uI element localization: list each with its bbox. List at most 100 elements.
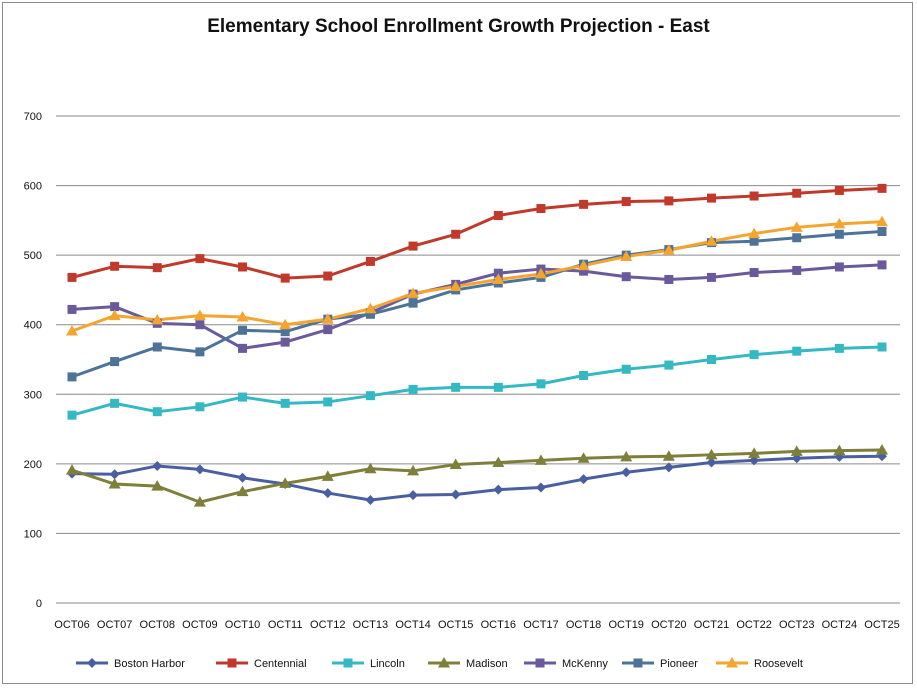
x-tick-label: OCT06 [54, 619, 89, 631]
data-point [664, 360, 674, 370]
x-tick-label: OCT17 [523, 619, 558, 631]
series-markers [66, 183, 888, 507]
series-line-madison [71, 448, 883, 504]
data-point [621, 364, 631, 374]
data-point [110, 261, 120, 271]
data-point [238, 392, 248, 402]
series-line-lincoln [71, 345, 883, 417]
data-point [705, 235, 718, 246]
data-point [834, 229, 844, 239]
data-point [748, 447, 761, 458]
data-point [451, 382, 461, 392]
data-point [536, 379, 546, 389]
grid-lines [56, 115, 900, 604]
x-tick-label: OCT18 [566, 619, 601, 631]
data-point [67, 304, 77, 314]
legend-label: McKenny [562, 658, 608, 670]
data-point [449, 280, 462, 291]
data-point [449, 458, 462, 470]
data-point [876, 443, 888, 455]
x-tick-label: OCT11 [268, 619, 303, 631]
data-point [195, 347, 205, 357]
data-point [110, 398, 120, 408]
legend-label: Roosevelt [754, 658, 803, 670]
legend-label: Boston Harbor [114, 658, 185, 670]
x-tick-label: OCT24 [822, 619, 857, 631]
data-point [834, 343, 844, 353]
data-point [749, 236, 759, 246]
x-tick-label: OCT13 [353, 619, 388, 631]
data-point [323, 271, 333, 281]
data-point [365, 256, 375, 266]
data-point [790, 221, 803, 232]
data-point [151, 313, 164, 325]
x-tick-label: OCT20 [651, 619, 686, 631]
data-point [534, 267, 547, 279]
data-point [321, 470, 334, 481]
data-point [407, 287, 420, 298]
data-point [579, 266, 589, 276]
data-point [620, 250, 633, 262]
data-point [877, 260, 887, 270]
data-point [365, 495, 376, 506]
data-point [493, 268, 503, 278]
legend-marker [633, 658, 643, 668]
data-point [877, 226, 887, 236]
legend: Boston Harbor Centennial Lincoln Madison McK… [76, 657, 803, 670]
x-tick-label: OCT25 [864, 619, 899, 631]
legend-marker [87, 658, 97, 668]
data-point [236, 485, 249, 497]
data-point [323, 325, 333, 335]
data-point [280, 273, 290, 283]
data-point [664, 274, 674, 284]
y-tick-label: 200 [24, 459, 42, 471]
data-point [792, 233, 802, 243]
data-point [621, 467, 632, 478]
series-line-mckenny [71, 263, 883, 350]
data-point [66, 324, 78, 336]
data-point [579, 199, 589, 209]
y-tick-label: 100 [24, 528, 42, 540]
data-point [238, 262, 248, 272]
data-point [662, 450, 675, 461]
data-point [492, 456, 505, 467]
data-point [67, 372, 77, 382]
data-point [834, 185, 844, 195]
data-point [67, 410, 77, 420]
data-point [450, 489, 461, 500]
data-point [663, 462, 674, 473]
x-tick-label: OCT12 [310, 619, 345, 631]
data-point [621, 272, 631, 282]
data-point [706, 457, 717, 468]
data-point [152, 407, 162, 417]
y-tick-label: 500 [24, 250, 42, 262]
data-point [364, 462, 377, 474]
x-tick-label: OCT19 [608, 619, 643, 631]
data-point [705, 448, 718, 460]
data-point [833, 217, 846, 229]
data-point [834, 262, 844, 272]
data-point [152, 460, 163, 471]
x-tick-label: OCT15 [438, 619, 473, 631]
data-point [535, 482, 546, 493]
data-point [66, 464, 78, 475]
legend-label: Lincoln [370, 658, 405, 670]
data-point [621, 197, 631, 207]
data-point [706, 193, 716, 203]
data-point [408, 490, 419, 501]
series-line-pioneer [71, 229, 883, 379]
data-point [365, 391, 375, 401]
series-lines [71, 186, 883, 504]
data-point [238, 325, 248, 335]
data-point [364, 302, 377, 314]
data-point [110, 357, 120, 367]
data-point [877, 342, 887, 352]
data-point [280, 398, 290, 408]
data-point [877, 183, 887, 193]
data-point [322, 488, 333, 499]
legend-label: Pioneer [660, 658, 698, 670]
data-point [238, 343, 248, 353]
data-point [408, 298, 418, 308]
data-point [193, 309, 206, 321]
data-point [876, 215, 888, 227]
